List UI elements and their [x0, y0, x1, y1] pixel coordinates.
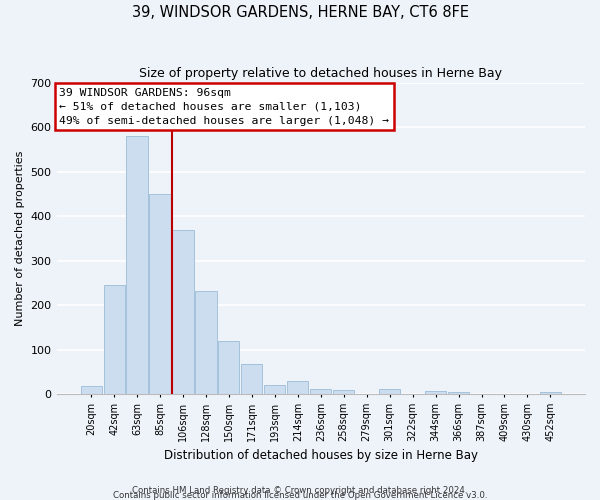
Text: 39 WINDSOR GARDENS: 96sqm
← 51% of detached houses are smaller (1,103)
49% of se: 39 WINDSOR GARDENS: 96sqm ← 51% of detac… — [59, 88, 389, 126]
Bar — [104, 286, 125, 394]
Bar — [196, 291, 217, 394]
Bar — [333, 390, 354, 394]
Y-axis label: Number of detached properties: Number of detached properties — [15, 151, 25, 326]
Text: Contains HM Land Registry data © Crown copyright and database right 2024.: Contains HM Land Registry data © Crown c… — [132, 486, 468, 495]
Bar — [425, 390, 446, 394]
Text: 39, WINDSOR GARDENS, HERNE BAY, CT6 8FE: 39, WINDSOR GARDENS, HERNE BAY, CT6 8FE — [131, 5, 469, 20]
Bar — [172, 230, 194, 394]
Title: Size of property relative to detached houses in Herne Bay: Size of property relative to detached ho… — [139, 68, 502, 80]
Bar — [241, 364, 262, 394]
Text: Contains public sector information licensed under the Open Government Licence v3: Contains public sector information licen… — [113, 491, 487, 500]
Bar — [540, 392, 561, 394]
Bar — [287, 381, 308, 394]
Bar — [264, 386, 286, 394]
Bar — [310, 389, 331, 394]
Bar — [80, 386, 101, 394]
Bar — [448, 392, 469, 394]
Bar — [127, 136, 148, 394]
X-axis label: Distribution of detached houses by size in Herne Bay: Distribution of detached houses by size … — [164, 450, 478, 462]
Bar — [379, 389, 400, 394]
Bar — [149, 194, 170, 394]
Bar — [218, 341, 239, 394]
